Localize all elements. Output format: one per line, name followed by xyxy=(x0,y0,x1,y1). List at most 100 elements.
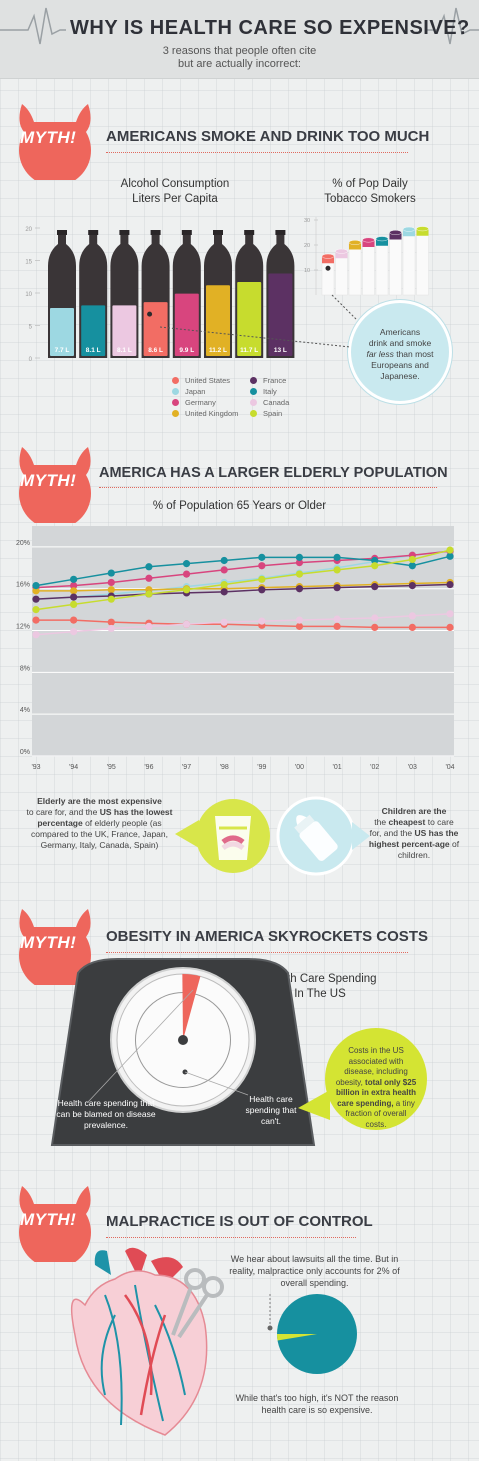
series-line xyxy=(35,555,451,587)
cylinder-band xyxy=(403,229,415,237)
obesity-b1: total only $25 billion in extra health c… xyxy=(335,1077,417,1108)
children-t2: of children. xyxy=(397,839,460,860)
alcohol-title-line1: Alcohol Consumption xyxy=(120,178,230,190)
tobacco-y-tick: 10 xyxy=(304,268,310,274)
bottle-value-label: 9.9 L xyxy=(179,347,194,354)
data-point xyxy=(182,560,191,568)
cylinder-band xyxy=(416,228,429,236)
cylinder-top xyxy=(362,237,375,243)
cylinder-italy xyxy=(375,236,389,296)
cylinder-spain xyxy=(416,226,429,296)
data-point xyxy=(295,558,304,567)
spending-title-line1: Health Care Spending xyxy=(263,973,377,985)
bottle-cap xyxy=(181,230,192,235)
legend-label: United States xyxy=(185,376,231,385)
data-point xyxy=(32,616,40,624)
section4-underline xyxy=(106,1237,356,1238)
callout-dotted-lines xyxy=(160,294,357,348)
data-point xyxy=(408,623,416,632)
myth-label: MYTH! xyxy=(20,1210,77,1229)
legend-swatch xyxy=(172,410,179,417)
elderly-text: Elderly are the most expensive to care fo… xyxy=(22,796,177,851)
obesity-scale-pie xyxy=(50,958,316,1146)
malpractice-pie-chart xyxy=(267,1292,357,1374)
us-tobacco-dot xyxy=(325,265,331,271)
children-lead: the xyxy=(374,817,389,827)
baby-bottle-illustration xyxy=(276,796,370,876)
data-point xyxy=(32,606,40,614)
subtitle-line1: 3 reasons that people often cite xyxy=(162,45,317,57)
children-b1: Children are the xyxy=(381,806,447,816)
data-point xyxy=(220,566,228,574)
data-point xyxy=(70,581,78,590)
y-tick-label: 4% xyxy=(20,707,30,714)
data-point xyxy=(408,612,416,620)
data-point xyxy=(408,555,416,564)
data-point xyxy=(371,623,379,632)
scale-left-label: Health care spending that can be blamed … xyxy=(56,1098,156,1130)
data-point xyxy=(333,615,341,623)
data-point xyxy=(295,622,304,630)
bottle-cap xyxy=(244,230,255,235)
bottle-japan: 7.7 L xyxy=(48,230,76,358)
bottle-value-label: 8.1 L xyxy=(86,347,101,354)
data-point xyxy=(182,586,191,594)
scale-rim xyxy=(50,958,316,1146)
scale-right-label: Health care spending that can't. xyxy=(245,1094,297,1126)
legend-item: United States xyxy=(172,376,230,385)
smoke-drink-bubble: Americans drink and smoke far less than … xyxy=(348,300,452,404)
bubble-line5: Japanese. xyxy=(380,371,420,381)
elderly-b2: US has the lowest percentage xyxy=(37,807,173,828)
x-tick-label: '99 xyxy=(257,764,266,771)
myth-label: MYTH! xyxy=(20,128,77,147)
cylinder-canada xyxy=(335,248,348,296)
bottle-france: 13 L xyxy=(266,230,295,358)
spending-title-line2: In The US xyxy=(294,988,346,1000)
legend-item: Italy xyxy=(250,387,277,396)
data-point xyxy=(70,616,78,624)
bubble-emph: far less xyxy=(366,349,394,359)
y-tick-label: 12% xyxy=(16,624,30,631)
obesity-bubble-pointer xyxy=(298,1090,330,1120)
data-point xyxy=(446,623,454,632)
malpractice-top-text: We hear about lawsuits all the time. But… xyxy=(229,1254,400,1288)
bubble-line1: Americans xyxy=(379,327,421,337)
cylinder-united-states xyxy=(321,253,335,296)
data-point xyxy=(32,631,40,639)
children-b3: US has the highest percent-age xyxy=(368,828,459,849)
cylinder-france xyxy=(389,230,402,296)
cylinder-top xyxy=(416,226,429,232)
data-point xyxy=(145,590,153,598)
data-point xyxy=(70,593,78,601)
cylinder-body xyxy=(402,229,416,296)
bottle-cap xyxy=(57,230,67,235)
chart-plot-bg xyxy=(32,526,454,756)
children-b2: cheapest xyxy=(388,817,426,827)
bubble-line4: Europeans and xyxy=(371,360,429,370)
x-tick-label: '00 xyxy=(295,764,304,771)
y-tick-label: 8% xyxy=(20,665,30,672)
data-point xyxy=(408,562,416,570)
data-point xyxy=(333,566,341,574)
page-title: WHY IS HEALTH CARE SO EXPENSIVE? xyxy=(70,17,470,39)
bubble-line3: than most xyxy=(393,349,434,359)
data-point xyxy=(32,595,40,603)
myth-label: MYTH! xyxy=(20,933,77,952)
cylinder-top xyxy=(321,253,335,259)
legend-item: Spain xyxy=(250,409,282,418)
legend-label: Canada xyxy=(263,398,290,407)
bottle-cap xyxy=(150,230,161,235)
data-point xyxy=(371,562,379,570)
myth-badge-1: MYTH! xyxy=(16,100,94,187)
cylinder-united-kingdom xyxy=(348,240,362,296)
bottle-cap xyxy=(88,230,99,235)
obesity-t1: Costs in the US associated with disease,… xyxy=(335,1046,408,1087)
cylinder-band xyxy=(362,240,375,247)
pie-slice-disease xyxy=(182,974,201,1040)
subtitle-line2: but are actually incorrect: xyxy=(178,58,301,70)
series-france xyxy=(32,580,454,603)
elderly-chart-title: % of Population 65 Years or Older xyxy=(152,500,327,512)
alcohol-y-tick: 20 xyxy=(25,227,32,233)
data-point xyxy=(371,556,379,565)
series-line xyxy=(35,549,451,611)
